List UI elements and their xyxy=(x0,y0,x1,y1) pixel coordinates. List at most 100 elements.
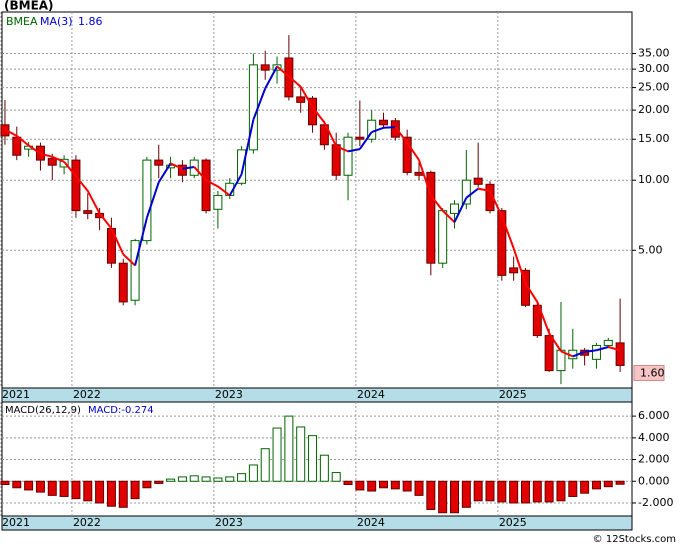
candle-body xyxy=(331,144,341,176)
y-tick-label: 0.000 xyxy=(638,474,670,487)
ma-line xyxy=(524,282,539,303)
candle-body xyxy=(213,194,223,210)
macd-bar xyxy=(0,480,10,486)
macd-bar xyxy=(83,480,93,502)
macd-bar xyxy=(426,480,436,510)
ma-line xyxy=(28,144,42,155)
macd-bar xyxy=(509,480,519,504)
ma-line xyxy=(512,247,527,284)
ma-line xyxy=(311,106,326,124)
ma-line xyxy=(406,142,420,161)
macd-bar xyxy=(237,473,247,482)
macd-bar xyxy=(47,480,57,496)
footer: © 12Stocks.com xyxy=(593,534,676,545)
candle-body xyxy=(520,269,530,306)
ma-line xyxy=(453,197,468,223)
macd-bar xyxy=(449,480,459,514)
ma-line xyxy=(441,209,456,223)
macd-bar xyxy=(154,480,164,484)
candle-body xyxy=(379,119,389,126)
macd-bar xyxy=(71,480,81,500)
candle-body xyxy=(497,210,507,276)
y-tick-label: 25.00 xyxy=(638,81,670,94)
legend-ma: MA(3) xyxy=(40,15,73,28)
y-tick-label: 6.000 xyxy=(638,409,670,422)
candle-body xyxy=(130,240,140,301)
macd-bar xyxy=(59,480,69,497)
macd-bar xyxy=(355,480,365,491)
candle-body xyxy=(591,344,601,360)
candle-body xyxy=(142,159,152,242)
y-tick-label: 35.00 xyxy=(638,47,670,60)
x-tick-label: 2025 xyxy=(499,516,527,529)
ma-line xyxy=(4,128,18,137)
macd-bar xyxy=(284,415,294,482)
candle-body xyxy=(615,342,625,366)
ma-line xyxy=(170,162,183,170)
macd-bar xyxy=(367,480,377,492)
macd-bar xyxy=(615,480,625,485)
macd-bar xyxy=(106,480,116,507)
macd-bar xyxy=(177,476,187,482)
macd-bar xyxy=(544,480,554,503)
macd-bar xyxy=(390,480,400,490)
macd-bar xyxy=(166,478,176,482)
candle-body xyxy=(47,157,57,166)
legend-ma-value: 1.86 xyxy=(78,15,103,28)
macd-bar xyxy=(497,480,507,503)
candle-body xyxy=(71,159,81,212)
ma-line xyxy=(145,181,160,219)
ma-line xyxy=(264,66,278,89)
macd-bar xyxy=(591,480,601,490)
chart-title: (BMEA) xyxy=(4,0,54,13)
macd-bar xyxy=(532,480,542,503)
macd-bar xyxy=(35,480,45,493)
ma-line xyxy=(193,166,207,181)
macd-bar xyxy=(343,480,353,486)
macd-bar xyxy=(379,480,389,489)
ma-line xyxy=(228,173,243,196)
candle-body xyxy=(154,159,164,166)
ma-line xyxy=(359,131,373,150)
candle-body xyxy=(461,179,471,205)
ma-line xyxy=(75,175,89,192)
ma-line xyxy=(572,350,585,358)
macd-bar xyxy=(461,480,471,508)
ma-line xyxy=(335,145,349,153)
y-tick-label: 5.00 xyxy=(638,243,663,256)
ma-line xyxy=(430,194,444,212)
ma-line xyxy=(40,152,53,158)
candle-body xyxy=(390,120,400,138)
candle-body xyxy=(201,159,211,212)
x-tick-label: 2022 xyxy=(73,516,101,529)
ma-line xyxy=(252,88,267,121)
macd-bar xyxy=(189,475,199,482)
y-tick-label: 4.000 xyxy=(638,431,670,444)
legend-symbol: BMEA xyxy=(6,15,38,28)
ma-line xyxy=(548,332,562,352)
candle-body xyxy=(449,203,459,214)
macd-bar xyxy=(142,480,152,489)
macd-bar xyxy=(473,480,483,502)
ma-line xyxy=(477,187,491,192)
candle-body xyxy=(237,149,247,184)
y-tick-label: 15.00 xyxy=(638,132,670,145)
x-tick-label: 2024 xyxy=(357,388,385,401)
ma-line xyxy=(134,217,148,266)
ma-line xyxy=(205,179,219,188)
x-tick-label: 2023 xyxy=(215,388,243,401)
ma-line xyxy=(394,126,408,144)
candle-body xyxy=(509,267,519,274)
ma-line xyxy=(536,301,551,334)
candle-body xyxy=(603,339,613,346)
macd-bar xyxy=(402,480,412,492)
macd-bar xyxy=(272,427,282,482)
x-tick-label: 2022 xyxy=(73,388,101,401)
candle-body xyxy=(83,210,93,214)
candle-body xyxy=(544,335,554,372)
candle-body xyxy=(296,96,306,103)
x-tick-label: 2025 xyxy=(499,388,527,401)
macd-bar xyxy=(319,454,329,482)
